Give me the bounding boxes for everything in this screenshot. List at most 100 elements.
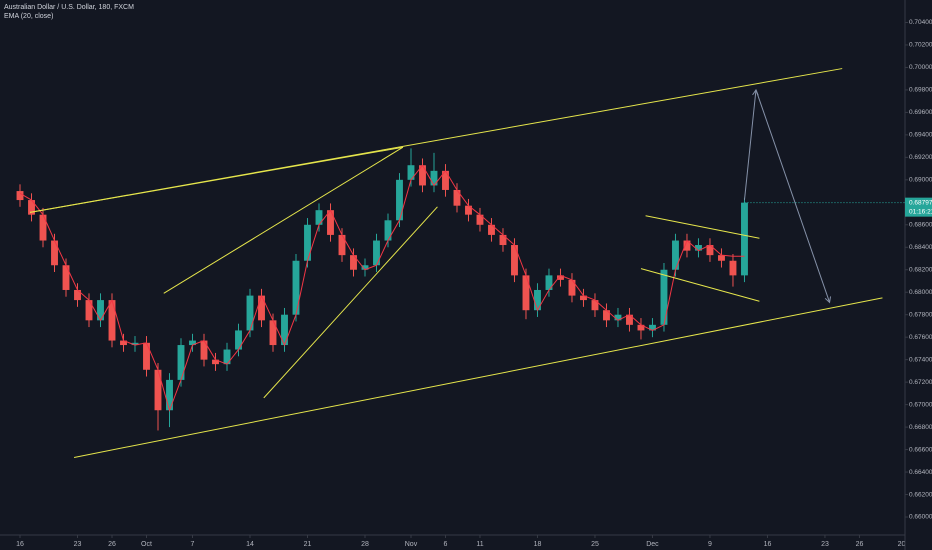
y-tick-label: 0.70200: [909, 42, 932, 49]
candle-body: [189, 340, 196, 346]
x-tick-label: 9: [708, 541, 712, 548]
candle-body: [741, 202, 748, 276]
candle-body: [16, 191, 24, 201]
candle-body: [660, 269, 668, 325]
x-tick-label: 26: [856, 541, 864, 548]
candle-body: [108, 300, 116, 341]
x-tick-label: 16: [764, 541, 772, 548]
last-price-box: [905, 197, 932, 217]
candle-body: [683, 240, 691, 251]
candle-body: [499, 234, 507, 246]
trend-line: [29, 146, 404, 213]
candle-body: [672, 240, 679, 270]
candle-body: [28, 200, 35, 215]
candle-body: [51, 240, 58, 266]
candle-body: [235, 330, 242, 350]
candle-body: [361, 265, 369, 270]
y-tick-label: 0.69000: [909, 177, 932, 184]
y-tick-label: 0.69400: [909, 132, 932, 139]
candle-body: [384, 220, 392, 241]
x-tick-label: 28: [361, 541, 369, 548]
x-tick-label: 14: [246, 541, 254, 548]
candle-body: [637, 324, 645, 331]
y-tick-label: 0.68200: [909, 266, 932, 273]
candle-body: [488, 224, 495, 235]
candle-body: [603, 310, 610, 321]
axes: 0.66000 0.66200 0.66400 0.66600 0.66800 0.670…: [905, 19, 932, 521]
y-tick-label: 0.66600: [909, 446, 932, 453]
candle-body: [407, 165, 415, 180]
candle-body: [568, 279, 576, 296]
candle-body: [557, 275, 564, 280]
candle-body: [269, 320, 277, 346]
candle-body: [39, 214, 47, 241]
candle-body: [338, 234, 346, 256]
x-tick-label: 26: [108, 541, 116, 548]
candle-body: [315, 210, 323, 225]
candle-body: [419, 165, 426, 186]
candle-body: [327, 210, 334, 235]
trend-line: [263, 206, 438, 399]
candle-body: [166, 379, 173, 411]
candle-body: [62, 265, 70, 290]
y-tick-label: 0.67800: [909, 311, 932, 318]
y-tick-label: 0.69200: [909, 154, 932, 161]
x-tick-label: 25: [591, 541, 599, 548]
candle-body: [545, 275, 553, 290]
candle-body: [131, 342, 139, 346]
chart-title: Australian Dollar / U.S. Dollar, 180, FX…: [4, 4, 134, 11]
x-tick-label: 6: [444, 541, 448, 548]
y-tick-label: 0.66800: [909, 424, 932, 431]
candle-body: [177, 345, 185, 380]
candle-body: [614, 314, 622, 321]
arrow-head: [824, 296, 832, 304]
y-tick-label: 0.66200: [909, 491, 932, 498]
y-tick-label: 0.66400: [909, 469, 932, 476]
candle-body: [626, 314, 633, 325]
candle-body: [718, 255, 725, 261]
plot-area: 162326Oct7142128Nov6111825Dec91623262020: [16, 68, 913, 548]
candle-body: [729, 260, 737, 276]
candle-body: [304, 224, 311, 261]
x-tick-label: 23: [821, 541, 829, 548]
candle-body: [396, 179, 403, 221]
candle-body: [74, 289, 81, 301]
x-tick-label: 11: [476, 541, 483, 548]
indicator-legend: EMA (20, close): [4, 13, 53, 20]
y-tick-label: 0.68600: [909, 222, 932, 229]
candle-body: [580, 295, 587, 301]
candle-body: [373, 240, 380, 266]
x-tick-label: Nov: [405, 541, 418, 548]
ema-line: [19, 164, 745, 412]
price-axis-panel: [905, 0, 932, 550]
y-tick-label: 0.68000: [909, 289, 932, 296]
x-tick-label: 7: [191, 541, 195, 548]
candle-body: [258, 295, 265, 321]
y-tick-label: 0.69800: [909, 87, 932, 94]
y-tick-label: 0.66000: [909, 514, 932, 521]
candle-body: [85, 300, 93, 321]
candle-body: [649, 324, 656, 331]
y-tick-label: 0.67400: [909, 356, 932, 363]
candle-body: [706, 245, 714, 256]
arrow-head: [752, 88, 759, 96]
trend-line: [645, 215, 760, 239]
x-tick-label: 16: [16, 541, 24, 548]
x-tick-label: 23: [74, 541, 82, 548]
candle-body: [97, 300, 104, 321]
trend-line: [640, 268, 760, 302]
y-tick-label: 0.67200: [909, 379, 932, 386]
countdown-label: 01:16:21: [909, 208, 932, 215]
y-tick-label: 0.70400: [909, 19, 932, 26]
candle-body: [695, 245, 702, 251]
candle-body: [350, 255, 357, 270]
trend-line: [163, 146, 404, 294]
candle-body: [442, 170, 449, 190]
candle-body: [591, 300, 599, 311]
candle-body: [476, 214, 484, 225]
last-price-label: 0.68797: [909, 199, 932, 206]
y-tick-label: 0.68400: [909, 244, 932, 251]
x-tick-label: Dec: [646, 541, 659, 548]
